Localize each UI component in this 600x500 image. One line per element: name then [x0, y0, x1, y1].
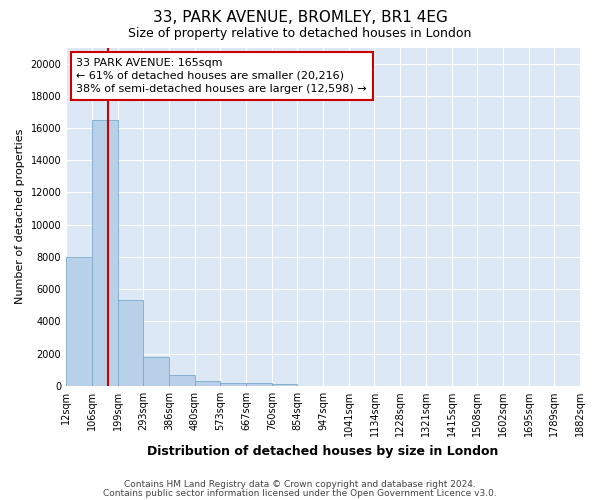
Bar: [169, 374, 194, 386]
Bar: [220, 382, 246, 386]
X-axis label: Distribution of detached houses by size in London: Distribution of detached houses by size …: [148, 444, 499, 458]
Y-axis label: Number of detached properties: Number of detached properties: [15, 129, 25, 304]
Text: 33 PARK AVENUE: 165sqm
← 61% of detached houses are smaller (20,216)
38% of semi: 33 PARK AVENUE: 165sqm ← 61% of detached…: [76, 58, 367, 94]
Bar: [66, 257, 92, 386]
Bar: [118, 300, 143, 386]
Bar: [246, 384, 272, 386]
Text: Size of property relative to detached houses in London: Size of property relative to detached ho…: [128, 28, 472, 40]
Text: Contains public sector information licensed under the Open Government Licence v3: Contains public sector information licen…: [103, 489, 497, 498]
Bar: [92, 120, 118, 386]
Text: Contains HM Land Registry data © Crown copyright and database right 2024.: Contains HM Land Registry data © Crown c…: [124, 480, 476, 489]
Text: 33, PARK AVENUE, BROMLEY, BR1 4EG: 33, PARK AVENUE, BROMLEY, BR1 4EG: [152, 10, 448, 25]
Bar: [272, 384, 298, 386]
Bar: [143, 357, 169, 386]
Bar: [194, 381, 220, 386]
